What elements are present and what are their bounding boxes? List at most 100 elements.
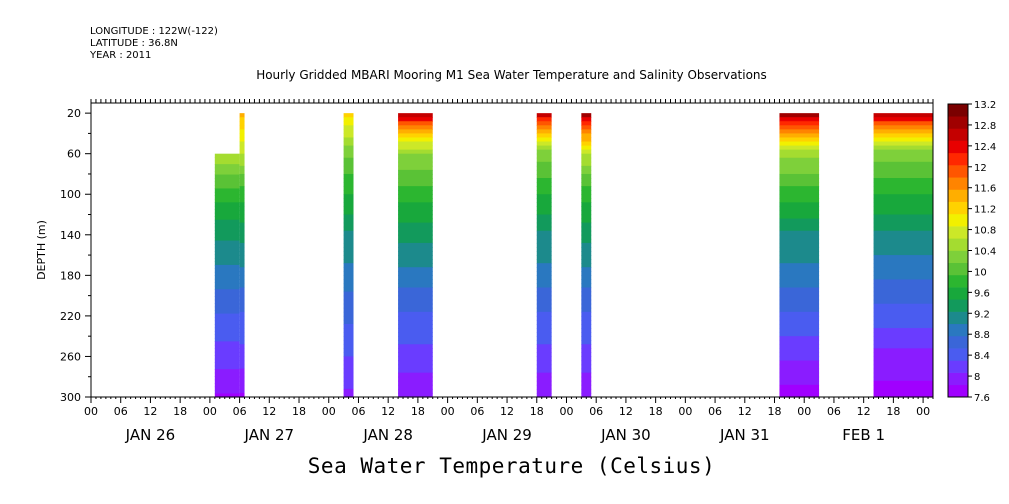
colorbar-band bbox=[948, 128, 968, 141]
temperature-cell bbox=[343, 255, 354, 260]
temperature-cell bbox=[214, 174, 240, 179]
temperature-cell bbox=[398, 222, 433, 228]
temperature-cell bbox=[214, 171, 240, 176]
temperature-cell bbox=[536, 279, 552, 285]
temperature-cell bbox=[239, 287, 245, 293]
x-tick-label: 18 bbox=[411, 405, 425, 418]
temperature-cell bbox=[779, 352, 820, 358]
temperature-cell bbox=[214, 334, 240, 339]
day-label: FEB 1 bbox=[842, 426, 885, 444]
temperature-cell bbox=[239, 279, 245, 285]
temperature-cell bbox=[398, 372, 433, 378]
temperature-cell bbox=[214, 386, 240, 391]
temperature-cell bbox=[398, 165, 433, 171]
temperature-cell bbox=[536, 299, 552, 305]
temperature-cell bbox=[873, 121, 933, 126]
temperature-cell bbox=[398, 348, 433, 353]
temperature-cell bbox=[581, 230, 592, 236]
temperature-cell bbox=[779, 149, 820, 155]
temperature-cell bbox=[239, 388, 245, 394]
temperature-cell bbox=[536, 259, 552, 264]
temperature-cell bbox=[214, 212, 240, 217]
temperature-cell bbox=[214, 184, 240, 190]
colorbar-band bbox=[948, 226, 968, 239]
temperature-cell bbox=[214, 244, 240, 249]
temperature-cell bbox=[873, 226, 933, 232]
temperature-cell bbox=[581, 267, 592, 272]
temperature-cell bbox=[398, 153, 433, 159]
temperature-cell bbox=[239, 380, 245, 386]
temperature-cell bbox=[343, 117, 354, 122]
temperature-cell bbox=[536, 226, 552, 232]
temperature-cell bbox=[239, 283, 245, 289]
temperature-cell bbox=[214, 317, 240, 322]
temperature-cell bbox=[873, 328, 933, 333]
temperature-cell bbox=[779, 315, 820, 321]
temperature-cell bbox=[873, 113, 933, 118]
temperature-cell bbox=[536, 392, 552, 398]
temperature-cell bbox=[873, 186, 933, 191]
temperature-cell bbox=[343, 121, 354, 126]
temperature-cell bbox=[581, 372, 592, 378]
colorbar-label: 8 bbox=[974, 372, 980, 383]
temperature-cell bbox=[398, 275, 433, 280]
temperature-cell bbox=[343, 198, 354, 203]
temperature-cell bbox=[343, 311, 354, 317]
colorbar: 7.6 8 8.4 8.8 9.2 9.6 10 10.4 10.8 11.2 11.6 12 12.4… bbox=[947, 100, 996, 404]
temperature-cell bbox=[214, 247, 240, 252]
temperature-cell bbox=[779, 295, 820, 301]
temperature-cell bbox=[239, 392, 245, 398]
temperature-cell bbox=[581, 279, 592, 285]
temperature-cell bbox=[779, 263, 820, 268]
temperature-cell bbox=[873, 388, 933, 394]
temperature-cell bbox=[536, 206, 552, 212]
temperature-cell bbox=[214, 348, 240, 353]
temperature-cell bbox=[239, 246, 245, 252]
temperature-cell bbox=[343, 238, 354, 244]
temperature-cell bbox=[343, 295, 354, 301]
temperature-cell bbox=[214, 379, 240, 384]
temperature-cell bbox=[536, 218, 552, 224]
colorbar-band bbox=[948, 348, 968, 361]
temperature-cell bbox=[581, 332, 592, 337]
temperature-cell bbox=[779, 287, 820, 293]
latitude-label: LATITUDE : 36.8N bbox=[90, 38, 178, 49]
colorbar-band bbox=[948, 335, 968, 349]
temperature-cell bbox=[398, 251, 433, 256]
temperature-cell bbox=[581, 336, 592, 341]
temperature-cell bbox=[239, 206, 245, 212]
temperature-cell bbox=[873, 218, 933, 224]
temperature-cell bbox=[873, 315, 933, 321]
temperature-cell bbox=[873, 222, 933, 228]
temperature-cell bbox=[343, 384, 354, 390]
temperature-cell bbox=[779, 255, 820, 260]
temperature-cell bbox=[343, 178, 354, 183]
temperature-cell bbox=[779, 173, 820, 179]
temperature-cell bbox=[239, 214, 245, 220]
temperature-cell bbox=[536, 352, 552, 358]
temperature-cell bbox=[536, 234, 552, 240]
temperature-cell bbox=[239, 149, 245, 155]
temperature-cell bbox=[536, 368, 552, 374]
temperature-cell bbox=[239, 182, 245, 187]
temperature-segment bbox=[873, 113, 933, 398]
temperature-cell bbox=[873, 352, 933, 358]
temperature-cell bbox=[214, 278, 240, 283]
temperature-cell bbox=[581, 202, 592, 208]
day-label: JAN 31 bbox=[719, 426, 770, 444]
temperature-cell bbox=[873, 267, 933, 272]
temperature-cell bbox=[343, 283, 354, 289]
y-tick-label: 300 bbox=[60, 391, 81, 404]
temperature-cell bbox=[873, 336, 933, 341]
colorbar-band bbox=[948, 287, 968, 300]
temperature-cell bbox=[581, 194, 592, 199]
temperature-cell bbox=[239, 165, 245, 171]
temperature-cell bbox=[239, 129, 245, 135]
temperature-cell bbox=[239, 352, 245, 358]
x-tick-label: 18 bbox=[173, 405, 187, 418]
temperature-cell bbox=[779, 153, 820, 159]
temperature-cell bbox=[214, 390, 240, 395]
temperature-cell bbox=[398, 157, 433, 163]
temperature-cell bbox=[343, 194, 354, 199]
colorbar-label: 8.4 bbox=[974, 351, 990, 362]
